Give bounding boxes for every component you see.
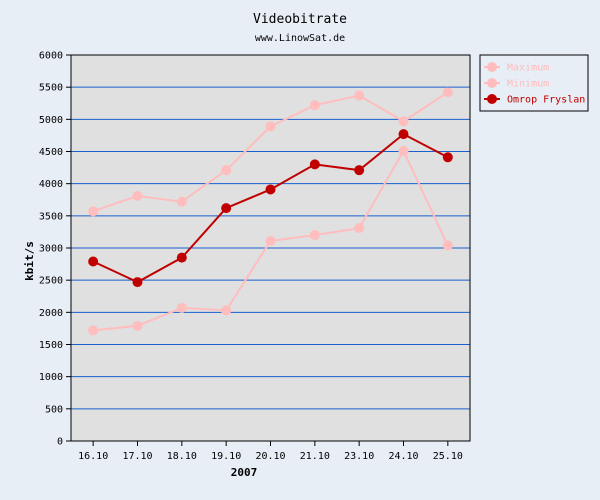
y-tick-label: 6000 (39, 51, 63, 62)
data-point (132, 277, 143, 288)
data-point (88, 256, 99, 267)
y-tick-label: 4000 (39, 179, 63, 190)
y-tick-label: 1000 (39, 372, 63, 383)
data-point (88, 325, 99, 336)
legend-entry: Maximum (484, 62, 549, 74)
data-point (354, 165, 365, 176)
data-point (265, 121, 276, 132)
y-tick-label: 5500 (39, 83, 63, 94)
data-point (309, 100, 320, 111)
legend: Maximum Minimum Omrop Fryslan (479, 54, 589, 112)
series-layer (88, 87, 453, 336)
data-point (442, 152, 453, 163)
data-point (398, 116, 409, 127)
data-point (309, 159, 320, 170)
legend-entry: Omrop Fryslan (484, 94, 585, 106)
chart-subtitle: www.LinowSat.de (255, 33, 345, 44)
x-tick-label: 17.10 (122, 451, 152, 462)
series-maximum (88, 87, 453, 217)
y-axis-label: kbit/s (23, 241, 36, 281)
data-point (176, 252, 187, 263)
data-point (132, 190, 143, 201)
data-point (398, 129, 409, 140)
data-point (132, 320, 143, 331)
legend-label: Minimum (507, 79, 549, 90)
plot-frame (70, 54, 471, 442)
data-point (221, 203, 232, 214)
y-tick-label: 5000 (39, 115, 63, 126)
x-axis-label: 2007 (231, 466, 258, 479)
data-point (354, 90, 365, 101)
x-tick-label: 19.10 (211, 451, 241, 462)
y-tick-label: 3500 (39, 211, 63, 222)
data-point (221, 305, 232, 316)
legend-label: Omrop Fryslan (507, 95, 585, 106)
y-tick-label: 3000 (39, 244, 63, 255)
x-tick-label: 20.10 (255, 451, 285, 462)
x-tick-label: 16.10 (78, 451, 108, 462)
legend-marker (487, 94, 497, 104)
x-tick-label: 25.10 (433, 451, 463, 462)
data-point (176, 196, 187, 207)
x-tick-label: 24.10 (388, 451, 418, 462)
x-tick-label: 21.10 (300, 451, 330, 462)
legend-marker (487, 78, 497, 88)
data-point (176, 302, 187, 313)
y-tick-label: 4500 (39, 147, 63, 158)
y-tick-label: 500 (45, 404, 63, 415)
x-tick-label: 23.10 (344, 451, 374, 462)
legend-entry: Minimum (484, 78, 549, 90)
y-tick-label: 1500 (39, 340, 63, 351)
data-point (398, 145, 409, 156)
data-point (309, 230, 320, 241)
data-point (265, 184, 276, 195)
legend-label: Maximum (507, 63, 549, 74)
data-point (442, 240, 453, 251)
data-point (265, 235, 276, 246)
x-tick-label: 18.10 (167, 451, 197, 462)
data-point (354, 223, 365, 234)
y-tick-label: 2500 (39, 276, 63, 287)
legend-marker (487, 62, 497, 72)
data-point (221, 165, 232, 176)
axes: 0 500 1000 1500 2000 2500 3000 3500 4000 4500 5000… (39, 51, 471, 462)
data-point (442, 87, 453, 98)
series-minimum (88, 145, 453, 336)
chart-title: Videobitrate (253, 12, 347, 27)
y-tick-label: 0 (57, 437, 63, 448)
y-tick-label: 2000 (39, 308, 63, 319)
data-point (88, 206, 99, 217)
series-omrop-fryslan (88, 129, 453, 288)
